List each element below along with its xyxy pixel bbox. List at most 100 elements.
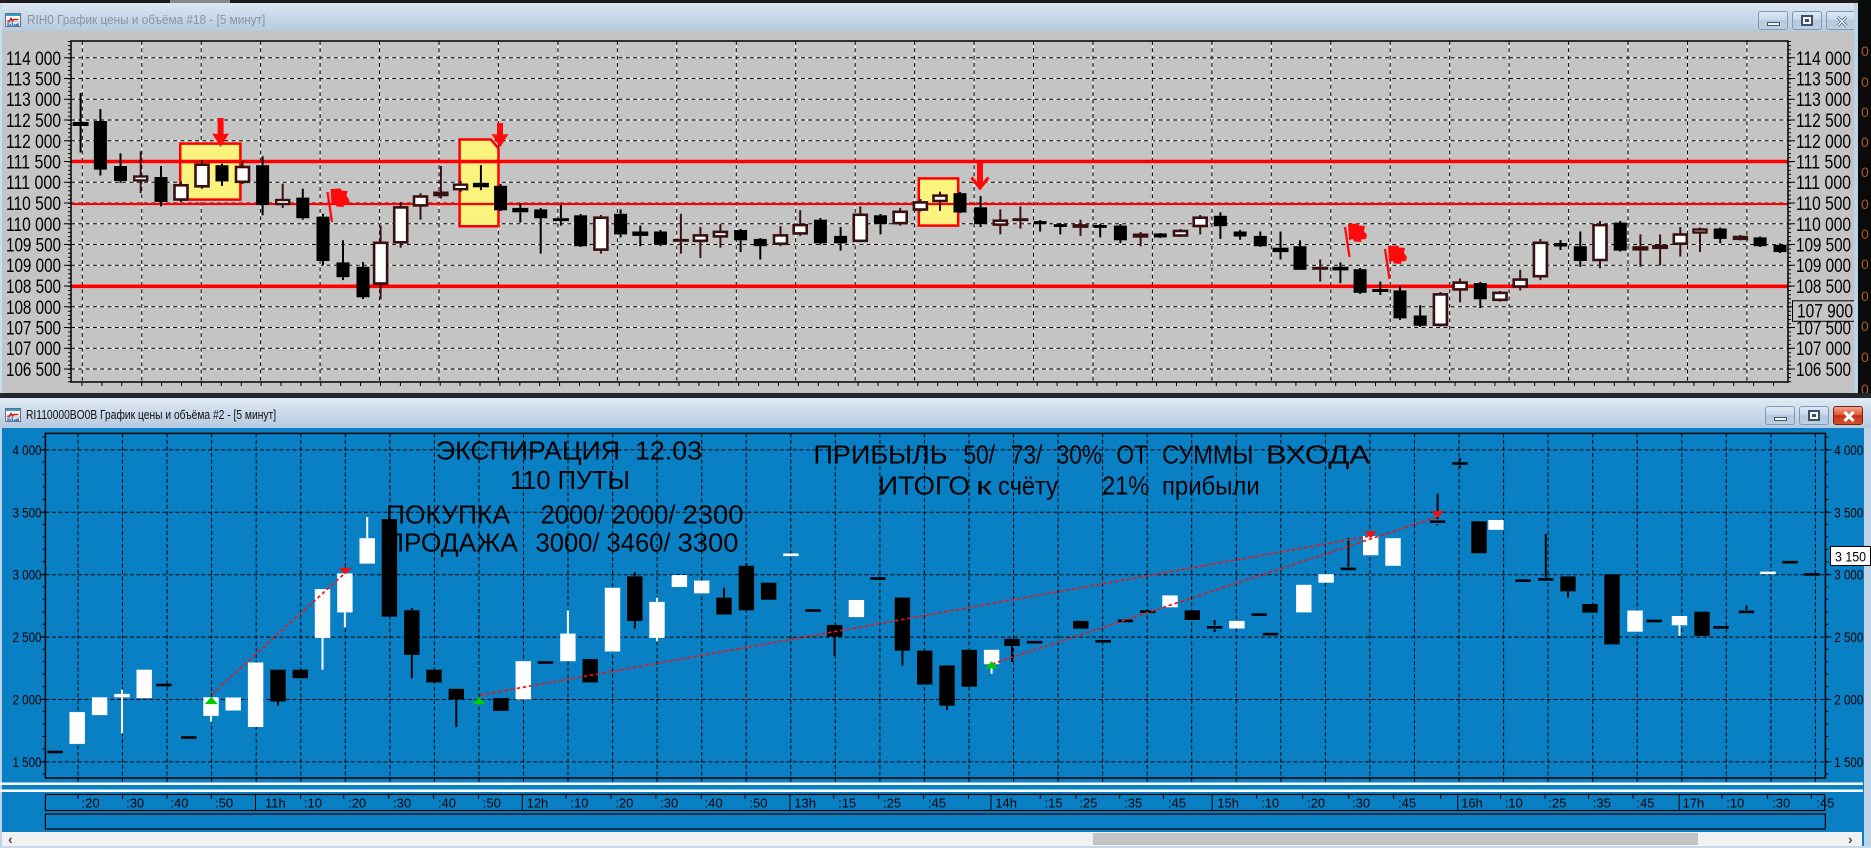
- svg-text::15: :15: [838, 796, 856, 811]
- svg-text:112 500: 112 500: [1796, 111, 1851, 132]
- svg-text:3300: 3300: [678, 528, 739, 558]
- svg-text:15h: 15h: [1217, 796, 1239, 811]
- svg-text::30: :30: [1772, 796, 1790, 811]
- svg-text:109 500: 109 500: [6, 236, 61, 257]
- svg-text:12h: 12h: [527, 796, 549, 811]
- svg-text:3000/: 3000/: [536, 528, 601, 558]
- svg-text:111 500: 111 500: [6, 153, 61, 174]
- svg-text:110 500: 110 500: [6, 194, 61, 215]
- svg-text:2 500: 2 500: [13, 629, 42, 645]
- svg-text::20: :20: [348, 796, 366, 811]
- svg-text:106 500: 106 500: [1796, 360, 1851, 381]
- svg-text:11h: 11h: [265, 796, 286, 811]
- svg-text:3 150: 3 150: [1835, 549, 1866, 565]
- svg-text::45: :45: [928, 796, 946, 811]
- svg-text:112 000: 112 000: [6, 132, 61, 153]
- svg-text:счёту: счёту: [998, 471, 1058, 501]
- svg-text::30: :30: [660, 796, 678, 811]
- svg-text:109 000: 109 000: [1796, 256, 1851, 277]
- svg-text:73/: 73/: [1011, 440, 1043, 470]
- svg-text:107 500: 107 500: [1796, 319, 1851, 340]
- svg-text::35: :35: [1593, 796, 1611, 811]
- svg-text:21%: 21%: [1102, 471, 1149, 501]
- svg-text:107 500: 107 500: [6, 319, 61, 340]
- svg-text:113 500: 113 500: [1796, 70, 1851, 91]
- svg-text:ПРОДАЖА: ПРОДАЖА: [385, 528, 519, 558]
- svg-text::40: :40: [438, 796, 456, 811]
- svg-text::50: :50: [483, 796, 501, 811]
- svg-text:110 000: 110 000: [1796, 215, 1851, 236]
- svg-text::30: :30: [1352, 796, 1370, 811]
- svg-text:СУММЫ: СУММЫ: [1162, 440, 1253, 470]
- svg-text::35: :35: [1124, 796, 1142, 811]
- svg-text:111 500: 111 500: [1796, 153, 1851, 174]
- svg-text:ПРИБЫЛЬ: ПРИБЫЛЬ: [814, 440, 948, 470]
- svg-text:107 900: 107 900: [1797, 302, 1853, 323]
- svg-text:2 500: 2 500: [1834, 629, 1863, 645]
- svg-text:114 000: 114 000: [6, 49, 61, 70]
- svg-text:107 000: 107 000: [6, 339, 61, 360]
- svg-text:110 000: 110 000: [6, 215, 61, 236]
- svg-text:ПОКУПКА: ПОКУПКА: [386, 499, 511, 529]
- svg-text::45: :45: [1168, 796, 1186, 811]
- svg-text:ЭКСПИРАЦИЯ: ЭКСПИРАЦИЯ: [436, 435, 620, 465]
- svg-text:111 000: 111 000: [6, 173, 61, 194]
- svg-text::20: :20: [82, 796, 100, 811]
- svg-text:113 000: 113 000: [6, 90, 61, 111]
- svg-text:113 000: 113 000: [1796, 90, 1851, 111]
- svg-text:110 ПУТЫ: 110 ПУТЫ: [510, 465, 630, 495]
- svg-text::10: :10: [570, 796, 588, 811]
- svg-text:4 000: 4 000: [13, 442, 42, 458]
- svg-text:4 000: 4 000: [1834, 442, 1863, 458]
- svg-text:прибыли: прибыли: [1162, 471, 1260, 501]
- svg-text:ВХОДА: ВХОДА: [1266, 440, 1371, 470]
- svg-text:2000/: 2000/: [541, 499, 606, 529]
- svg-text::10: :10: [1261, 796, 1279, 811]
- svg-text:108 500: 108 500: [6, 277, 61, 298]
- svg-text::15: :15: [1045, 796, 1063, 811]
- svg-text:113 500: 113 500: [6, 70, 61, 91]
- svg-text::50: :50: [749, 796, 767, 811]
- svg-text:1 500: 1 500: [13, 754, 42, 770]
- svg-text:3 500: 3 500: [1834, 504, 1863, 520]
- svg-text::40: :40: [705, 796, 723, 811]
- svg-text::10: :10: [304, 796, 322, 811]
- svg-text:112 500: 112 500: [6, 111, 61, 132]
- svg-text::25: :25: [883, 796, 901, 811]
- svg-text:14h: 14h: [995, 796, 1017, 811]
- svg-text:12.03: 12.03: [635, 435, 702, 465]
- svg-text:3 500: 3 500: [13, 504, 42, 520]
- svg-text::25: :25: [1079, 796, 1097, 811]
- svg-text::10: :10: [1505, 796, 1523, 811]
- svg-text::40: :40: [170, 796, 188, 811]
- svg-text:2000/: 2000/: [612, 499, 677, 529]
- svg-text:108 000: 108 000: [6, 298, 61, 319]
- svg-text::20: :20: [1307, 796, 1325, 811]
- svg-text:17h: 17h: [1683, 796, 1705, 811]
- svg-text:109 500: 109 500: [1796, 236, 1851, 257]
- svg-text:ИТОГО: ИТОГО: [878, 471, 969, 501]
- svg-text:2300: 2300: [683, 499, 744, 529]
- svg-text:112 000: 112 000: [1796, 132, 1851, 153]
- svg-text:16h: 16h: [1461, 796, 1483, 811]
- svg-text:50/: 50/: [964, 440, 996, 470]
- svg-text::10: :10: [1726, 796, 1744, 811]
- svg-text:2 000: 2 000: [1834, 692, 1863, 708]
- svg-text::50: :50: [215, 796, 233, 811]
- svg-text::45: :45: [1398, 796, 1416, 811]
- svg-text:2 000: 2 000: [13, 692, 42, 708]
- svg-text:109 000: 109 000: [6, 256, 61, 277]
- svg-text:3 000: 3 000: [13, 567, 42, 583]
- svg-text::45: :45: [1636, 796, 1654, 811]
- svg-text:3 000: 3 000: [1834, 567, 1863, 583]
- svg-text:111 000: 111 000: [1796, 173, 1851, 194]
- svg-text:ОТ: ОТ: [1116, 440, 1148, 470]
- svg-text::30: :30: [393, 796, 411, 811]
- svg-text::45: :45: [1816, 796, 1834, 811]
- svg-text:114 000: 114 000: [1796, 49, 1851, 70]
- svg-text:106 500: 106 500: [6, 360, 61, 381]
- svg-text:к: к: [976, 471, 993, 501]
- svg-text:13h: 13h: [794, 796, 816, 811]
- svg-text:3460/: 3460/: [607, 528, 672, 558]
- svg-text:107 000: 107 000: [1796, 339, 1851, 360]
